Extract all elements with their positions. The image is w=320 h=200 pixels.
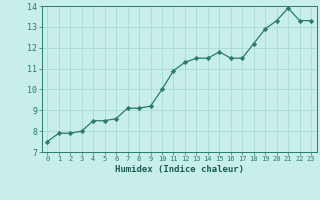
X-axis label: Humidex (Indice chaleur): Humidex (Indice chaleur) (115, 165, 244, 174)
